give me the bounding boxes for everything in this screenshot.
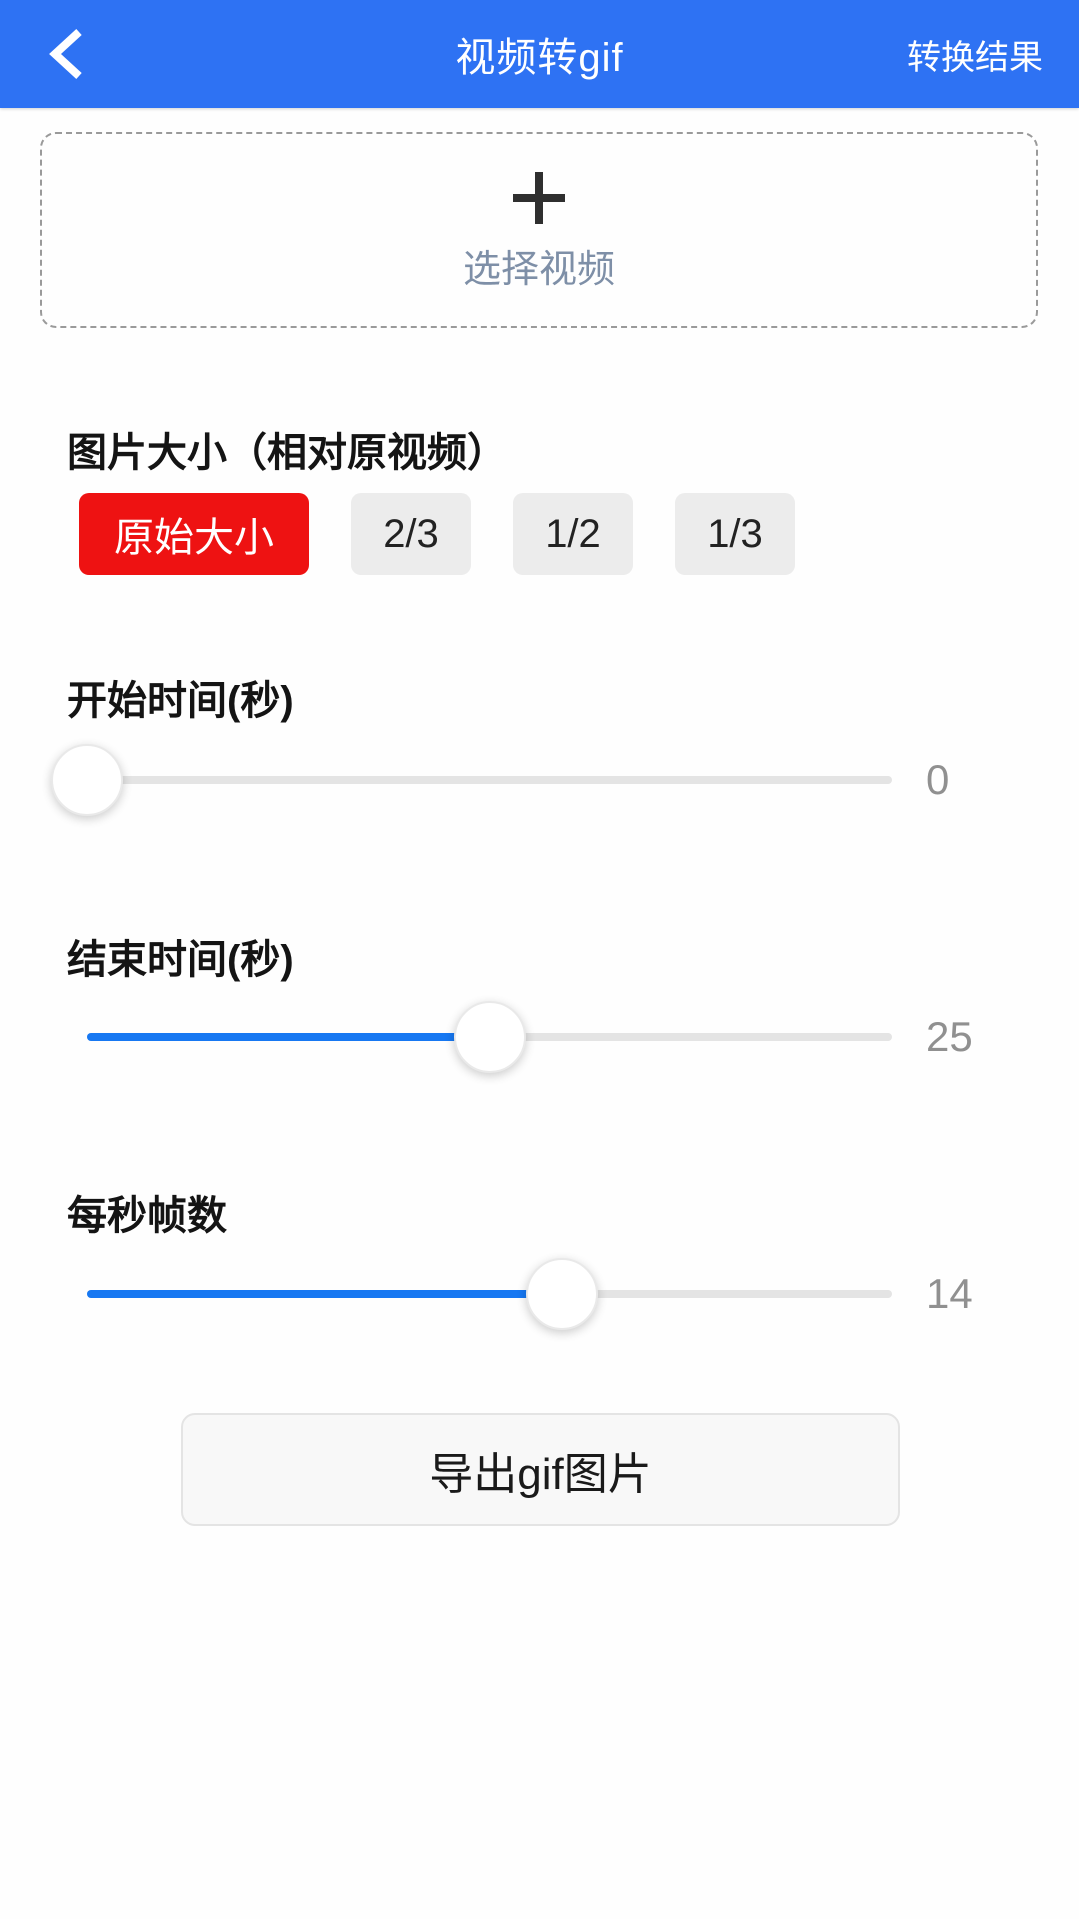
size-option-half[interactable]: 1/2 <box>513 493 633 575</box>
size-option-two-thirds[interactable]: 2/3 <box>351 493 471 575</box>
image-size-options: 原始大小 2/3 1/2 1/3 <box>79 493 795 575</box>
select-video-dropzone[interactable]: 选择视频 <box>40 132 1038 328</box>
back-button[interactable] <box>22 0 112 108</box>
plus-icon <box>513 171 565 224</box>
size-option-original[interactable]: 原始大小 <box>79 493 309 575</box>
conversion-results-link[interactable]: 转换结果 <box>907 38 1043 77</box>
image-size-heading: 图片大小（相对原视频） <box>67 431 507 475</box>
start-time-value: 0 <box>926 756 950 803</box>
end-time-label: 结束时间(秒) <box>67 938 294 982</box>
fps-slider-thumb[interactable] <box>525 1258 598 1330</box>
page-title: 视频转gif <box>455 36 624 80</box>
fps-slider-track[interactable] <box>87 1258 892 1330</box>
app-bar: 视频转gif 转换结果 <box>0 0 1079 108</box>
fps-slider: 14 <box>0 1254 1079 1334</box>
start-time-slider-track[interactable] <box>51 744 892 816</box>
fps-label: 每秒帧数 <box>67 1194 227 1238</box>
slider-fill <box>87 1033 490 1041</box>
chevron-left-icon <box>49 29 82 79</box>
start-time-label: 开始时间(秒) <box>67 679 294 723</box>
end-time-slider: 25 <box>0 997 1079 1077</box>
start-time-slider-thumb[interactable] <box>51 744 123 816</box>
end-time-slider-thumb[interactable] <box>453 1001 526 1073</box>
end-time-value: 25 <box>926 1013 973 1060</box>
start-time-slider: 0 <box>0 740 1079 820</box>
fps-value: 14 <box>926 1270 973 1317</box>
slider-fill <box>87 1290 562 1298</box>
select-video-label: 选择视频 <box>462 248 615 291</box>
export-gif-button[interactable]: 导出gif图片 <box>181 1413 900 1526</box>
end-time-slider-track[interactable] <box>87 1001 892 1073</box>
size-option-one-third[interactable]: 1/3 <box>675 493 795 575</box>
